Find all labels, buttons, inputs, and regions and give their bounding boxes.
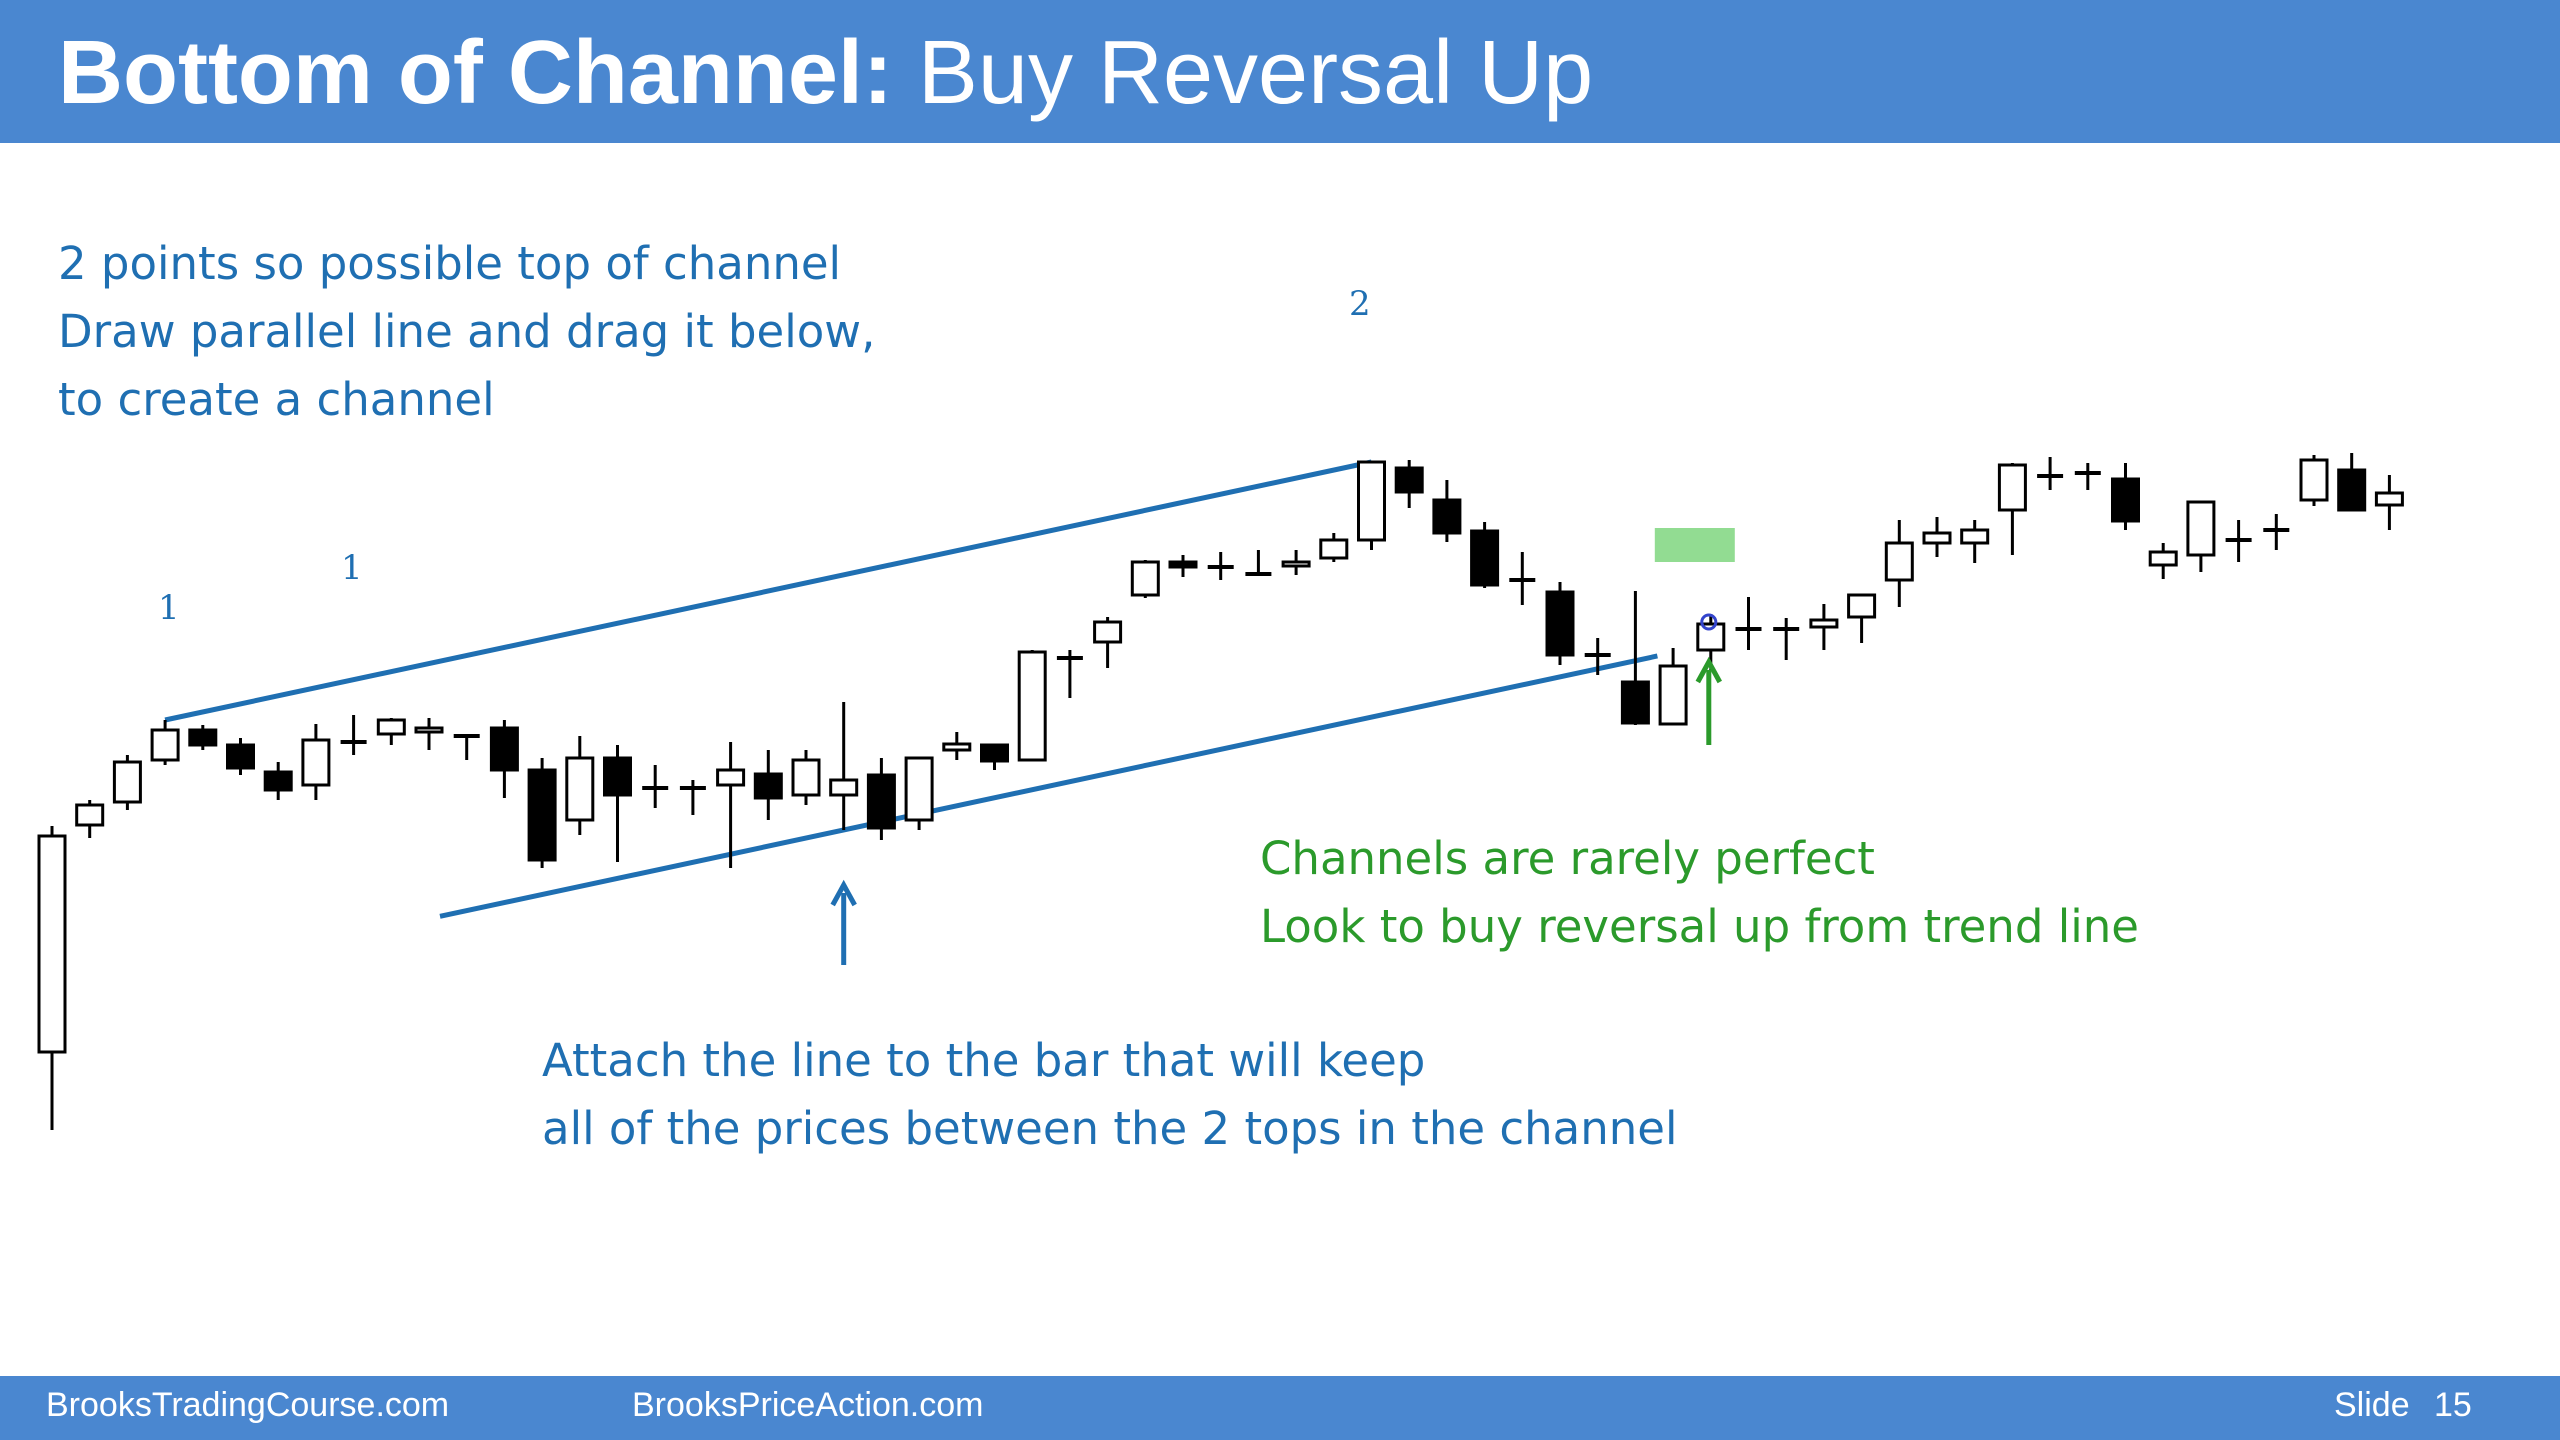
note-line: Draw parallel line and drag it below, [58,305,876,358]
candle-bull [1960,528,1990,545]
candle-bull [829,778,859,797]
note-top-left: 2 points so possible top of channel Draw… [58,230,875,434]
candle-bull [1281,560,1311,568]
candle-bear [1620,680,1650,725]
candle-bull [1658,664,1688,726]
candle-bear [603,756,632,797]
note-line: Attach the line to the bar that will kee… [542,1034,1426,1087]
candle-bull [2186,500,2216,557]
candle-bull [414,726,444,734]
candle-bull [791,758,821,797]
point-label-1b: 1 [341,548,363,588]
candle-bear [1545,590,1575,657]
candle-bull [301,738,331,787]
candle-bull [2148,550,2178,567]
slide-number: 15 [2434,1386,2472,1424]
candle-bear [2111,477,2140,523]
note-line: Channels are rarely perfect [1260,832,1875,885]
cursor-marker [1700,613,1718,631]
candle-bull [1017,650,1047,762]
title-normal: Buy Reversal Up [892,23,1594,123]
candle-bull [1809,618,1839,629]
note-line: Look to buy reversal up from trend line [1260,900,2139,953]
note-green: Channels are rarely perfect Look to buy … [1260,825,2139,961]
candle-bull [942,742,972,752]
note-line: 2 points so possible top of channel [58,237,842,290]
candle-bear [866,773,896,830]
note-line: all of the prices between the 2 tops in … [542,1102,1678,1155]
candle-bear [1470,529,1500,587]
channel-top-line [164,459,1373,723]
candle-bull [2299,458,2329,502]
candle-bull [150,728,180,762]
candle-bear [527,768,557,862]
candle-bull [1319,538,1349,560]
signal-highlight [1654,528,1735,562]
candle-bull [37,834,67,1054]
note-line: to create a channel [58,373,495,426]
candle-bull [1997,463,2027,512]
footer-site-1[interactable]: BrooksTradingCourse.com [46,1386,450,1424]
candle-bull [565,756,595,822]
candle-bear [1432,498,1462,535]
slide-title: Bottom of Channel: Buy Reversal Up [58,18,1593,128]
candle-bear [263,770,293,792]
candle-bear [1168,560,1198,569]
candle-bull [1922,531,1952,545]
candle-bull [1847,593,1877,619]
footer-site-2[interactable]: BrooksPriceAction.com [632,1386,984,1424]
slide-word: Slide [2334,1386,2410,1424]
candle-bull [716,768,746,787]
footer-bar: BrooksTradingCourse.com BrooksPriceActio… [0,1376,2560,1440]
point-label-1a: 1 [158,588,180,628]
up-arrow-green-head [1695,656,1722,684]
candle-bull [1357,460,1386,542]
candle-bull [75,803,105,827]
up-arrow-blue-head [830,879,857,907]
candle-bear [226,743,255,770]
candle-bear [753,772,783,800]
title-bold: Bottom of Channel: [58,23,893,123]
point-label-2: 2 [1349,284,1371,324]
candle-bear [980,743,1009,763]
candle-bear [188,728,218,747]
candle-bull [904,756,934,822]
candle-bull [1093,620,1123,644]
candle-bull [112,760,142,804]
candle-bull [376,718,406,736]
channel-bottom-line [439,653,1658,919]
candle-bull [2374,491,2404,507]
candle-bear [1394,466,1424,494]
candle-bull [1130,560,1160,597]
candle-bear [489,726,519,772]
candle-bull [1884,541,1914,582]
note-bottom: Attach the line to the bar that will kee… [542,1027,1677,1163]
candle-bear [2337,468,2367,512]
header-bar: Bottom of Channel: Buy Reversal Up [0,0,2560,143]
